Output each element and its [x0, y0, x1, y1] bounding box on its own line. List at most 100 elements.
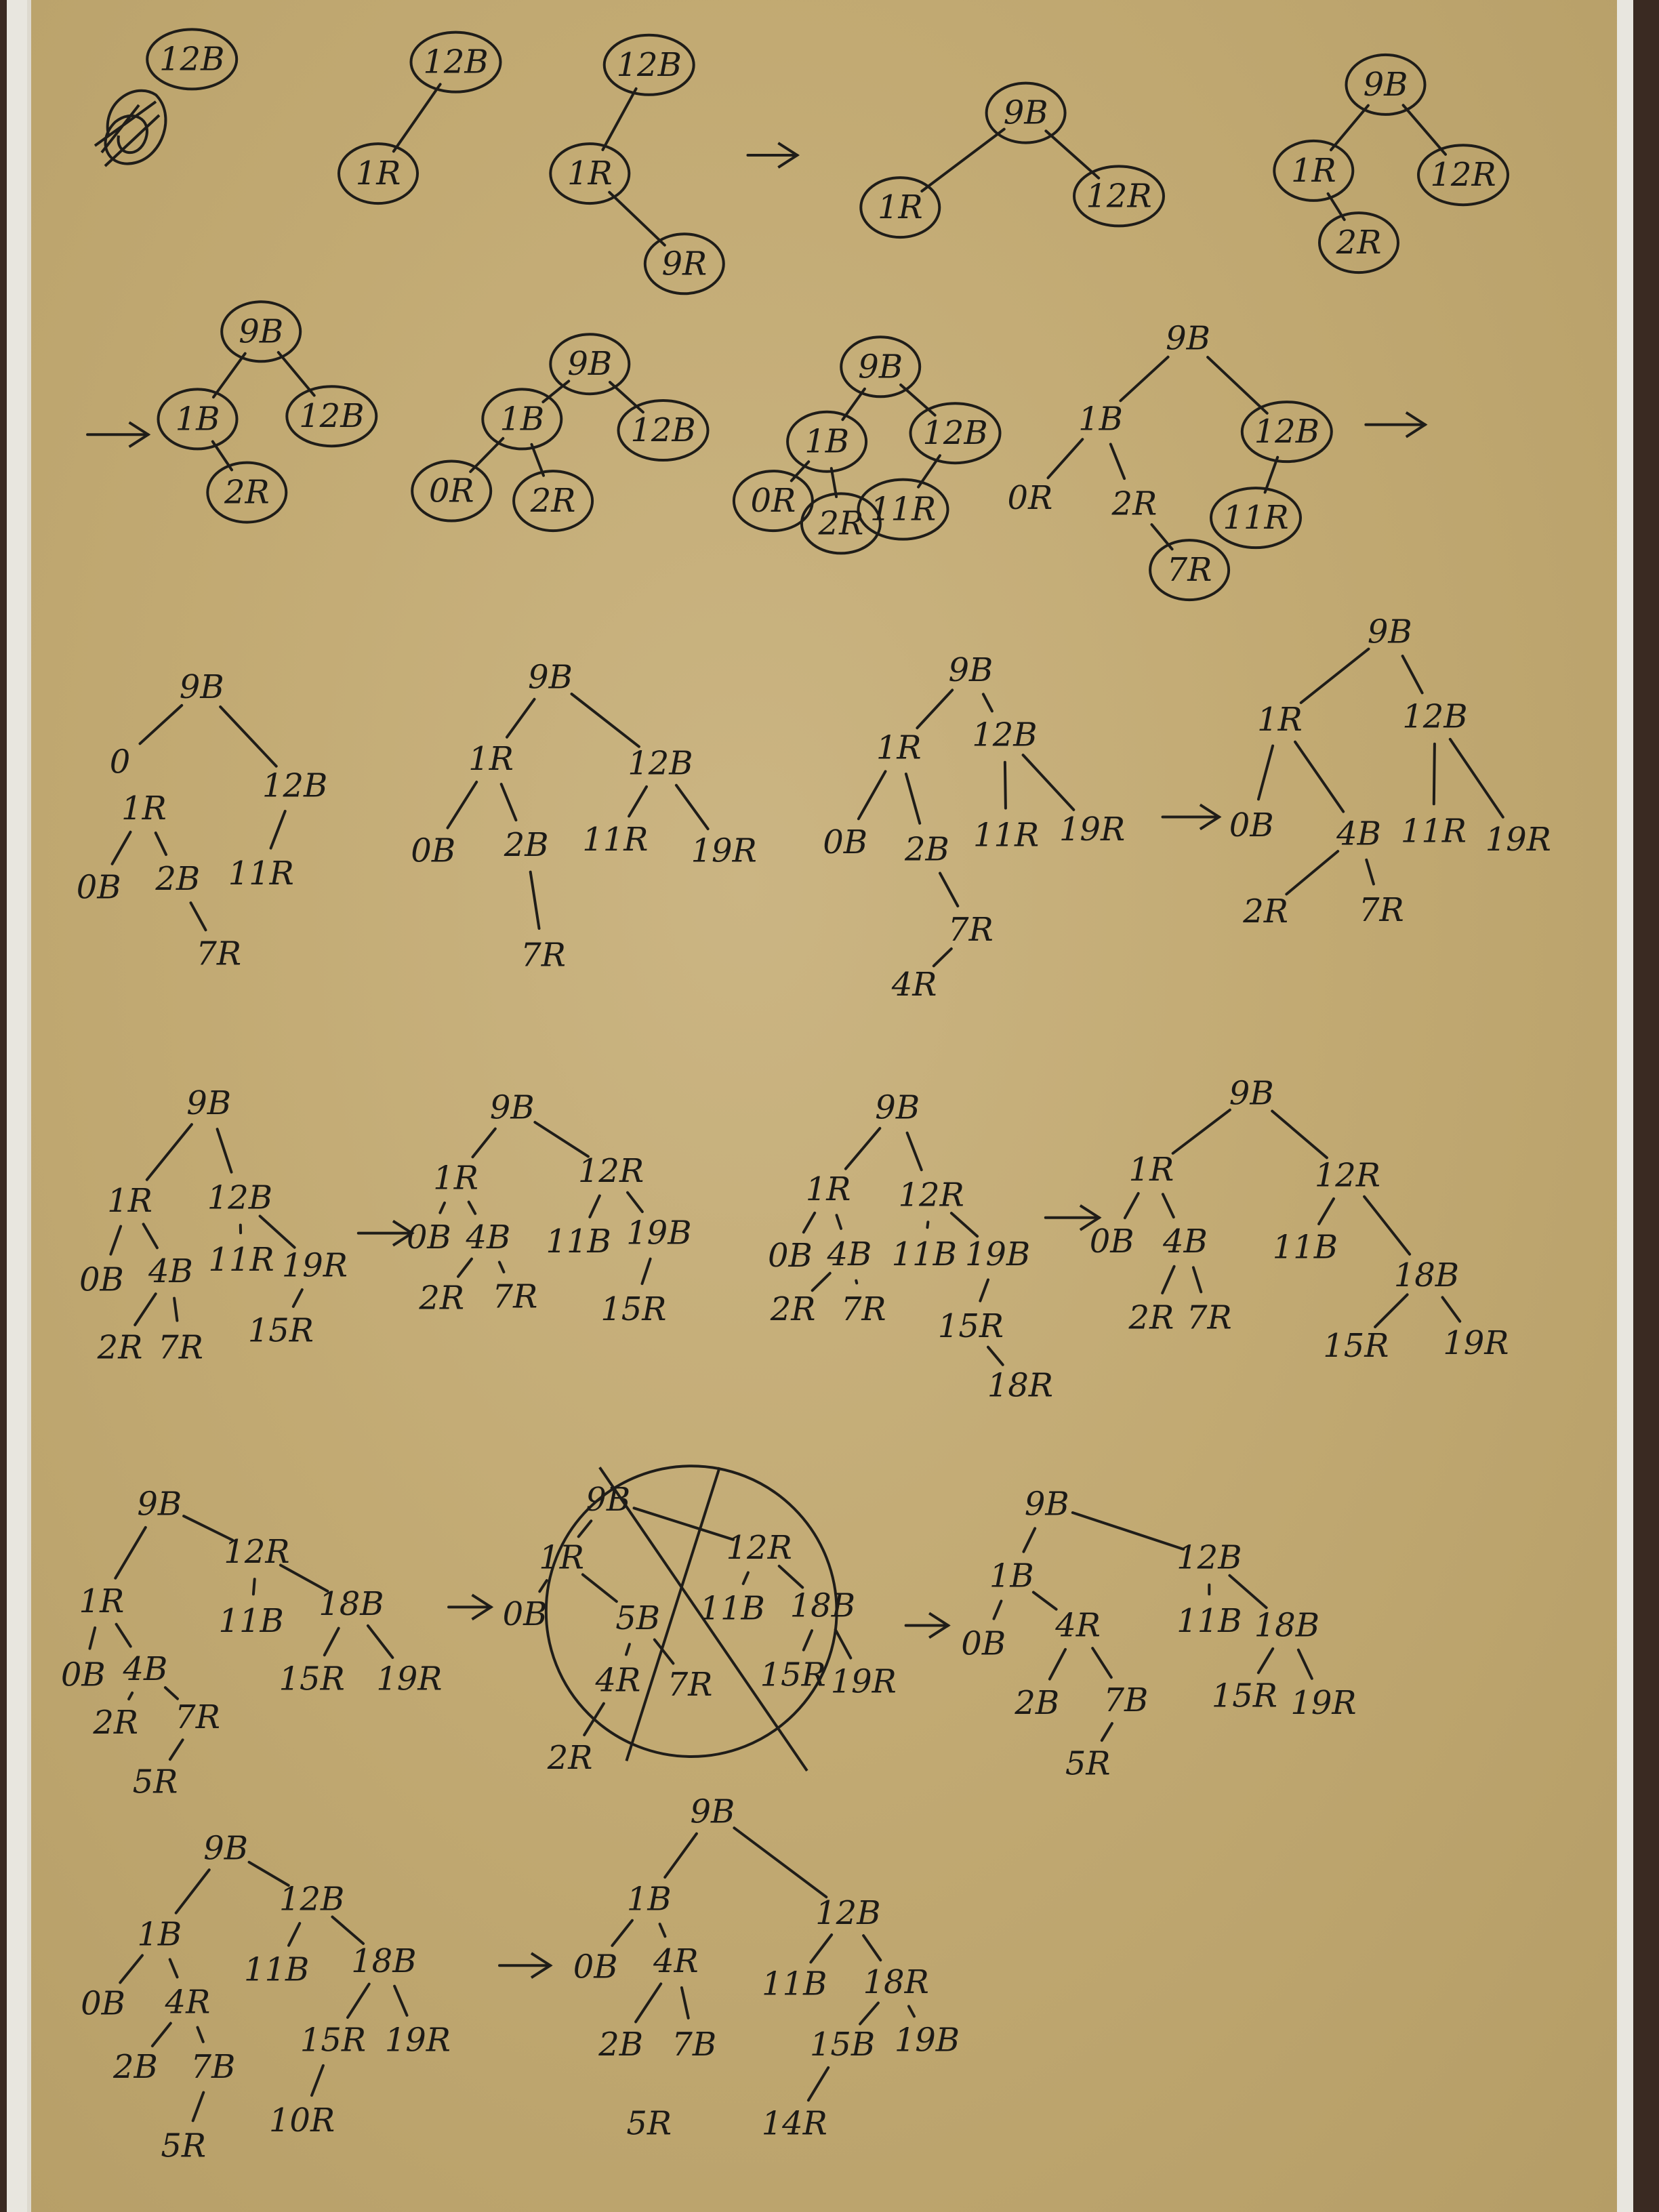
tree-edge [987, 1345, 1004, 1366]
node-circle [643, 232, 725, 295]
tree-node-label: 12B [630, 411, 695, 449]
tree-edge [310, 2064, 325, 2097]
tree-node-label: 15R [1212, 1677, 1277, 1715]
tree-edge [119, 1954, 144, 1984]
arrow-head [928, 1612, 951, 1639]
tree-node-label: 1R [806, 1170, 851, 1208]
tree-node-label: 5R [133, 1763, 178, 1801]
tree-node-label: 2R [97, 1328, 143, 1366]
tree-edge [981, 693, 994, 713]
tree-edge [939, 872, 960, 907]
tree-node-label: 9B [186, 1084, 231, 1122]
tree-node-label: 9B [690, 1793, 735, 1830]
tree-edge [1263, 455, 1279, 494]
tree-node-label: 14R [762, 2104, 827, 2142]
tree-edge [1206, 356, 1269, 415]
arrow [356, 1219, 415, 1247]
tree-node-label: 11B [699, 1590, 764, 1628]
tree-edge [920, 127, 1006, 192]
tree-edge [632, 1507, 735, 1541]
tree-node-label: 2R [92, 1704, 138, 1742]
tree-node-label: 12B [159, 40, 224, 78]
tree-node-label: 2B [904, 830, 949, 868]
node-circle [1273, 139, 1355, 202]
tree-node-label: 7B [1103, 1681, 1148, 1719]
tree-edge [276, 351, 316, 397]
tree-11: 9B 1R 12B 0B 2B 11R 19R 7R [411, 658, 756, 974]
node-circle [909, 402, 1002, 465]
tree-edge [979, 1278, 989, 1303]
tree-edge [905, 1131, 923, 1172]
node-circle [285, 385, 378, 448]
tree-edge [802, 1629, 813, 1652]
tree-node-label: 7R [1187, 1299, 1232, 1337]
tree-16: 9B 1R 12R 0B 4B 11B 19B 2R 7R 15R 18R [768, 1088, 1053, 1404]
tree-node-label: 1R [1257, 701, 1303, 739]
tree-node-label: 0B [1229, 806, 1274, 844]
tree-edge [366, 1624, 394, 1659]
tree-edge [1285, 850, 1340, 896]
tree-edge [658, 1923, 667, 1938]
tree-node-label: 19R [1443, 1324, 1509, 1362]
tree-node-label: 18R [987, 1367, 1053, 1405]
tree-edge [538, 1579, 548, 1593]
tree-node-label: 7R [841, 1290, 886, 1328]
tree-1: 12B [146, 28, 239, 91]
tree-edge [168, 1958, 179, 1979]
tree-edge [1256, 1647, 1275, 1675]
tree-edge [1046, 438, 1084, 480]
tree-node-label: 4B [1336, 815, 1381, 853]
tree-4: 9B 1R 12R [859, 81, 1165, 239]
tree-node-label: 9R [661, 245, 707, 283]
tree-node-label: 12B [279, 1880, 344, 1918]
tree-node-label: 12B [815, 1894, 880, 1932]
tree-edge [247, 1860, 290, 1887]
tree-edge [835, 1214, 842, 1230]
tree-node-label: 11R [870, 491, 936, 529]
node-circle [985, 81, 1067, 144]
tree-edge [628, 785, 648, 818]
tree-node-label: 0B [61, 1656, 106, 1694]
tree-node-label: 4R [891, 966, 937, 1004]
tree-edge [1100, 1722, 1113, 1742]
tree-node-label: 2B [1014, 1684, 1059, 1722]
node-circle [146, 28, 239, 91]
arrow-head [471, 1593, 494, 1621]
tree-edge [802, 1211, 817, 1234]
tree-edge [570, 693, 640, 748]
tree-node-label: 15R [248, 1311, 314, 1349]
tree-node-label: 12R [1086, 177, 1151, 215]
tree-node-label: 9B [203, 1829, 248, 1867]
tree-node-label: 12B [299, 397, 364, 435]
tree-14: 9B 1R 12B 0B 4B 11R 19R 2R 7R 15R [79, 1084, 348, 1366]
tree-node-label: 15R [300, 2022, 366, 2060]
tree-edge [331, 1915, 365, 1945]
tree-node-label: 0R [1008, 479, 1053, 517]
tree-node-label: 1R [876, 729, 922, 767]
tree-node-label: 19R [1059, 811, 1125, 848]
node-circle [1149, 539, 1231, 602]
tree-node-label: 18B [790, 1586, 855, 1624]
tree-node-label: 9B [586, 1481, 630, 1519]
tree-node-label: 2R [770, 1290, 816, 1328]
tree-node-label: 9B [875, 1088, 920, 1126]
tree-edge [1048, 1647, 1067, 1681]
tree-edge [251, 1578, 256, 1596]
tree-edge [1257, 744, 1275, 801]
tree-edge [1071, 1511, 1185, 1551]
tree-edge [1109, 443, 1126, 480]
tree-21: 9B 1B 12B 0B 4R 11B 18B 2B 7B 15R 19R 5R 10R [81, 1829, 451, 2165]
tree-edge [1401, 655, 1424, 695]
tree-edge [134, 1292, 157, 1326]
tree-edge [191, 2091, 205, 2123]
tree-node-label: 9B [137, 1485, 182, 1523]
tree-node-label: 5R [626, 2104, 672, 2142]
tree-edge [154, 832, 167, 856]
tree-edge [855, 1279, 859, 1285]
tree-node-label: 1R [468, 740, 514, 778]
tree-edge [346, 1982, 371, 2019]
tree-edge [741, 1571, 750, 1585]
tree-edge [1299, 647, 1370, 704]
tree-node-label: 7B [672, 2026, 716, 2064]
